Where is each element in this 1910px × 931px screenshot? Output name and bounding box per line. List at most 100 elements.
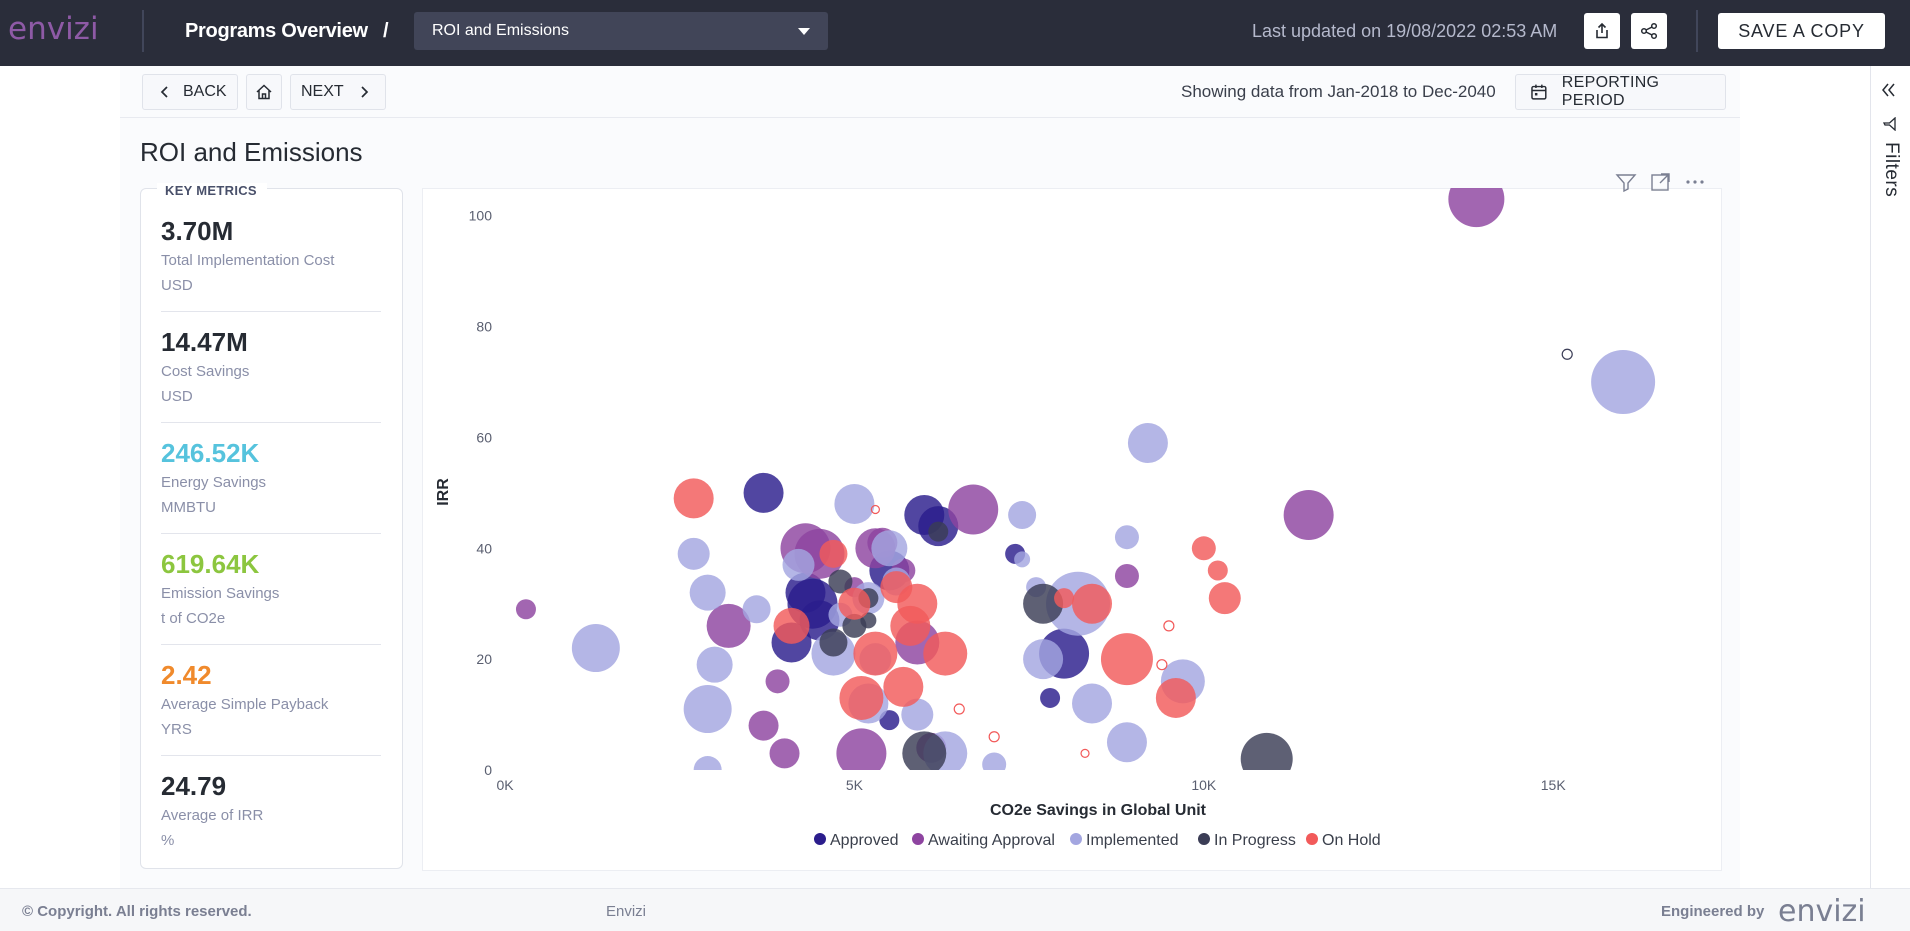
bubble-on-hold[interactable] [883, 666, 924, 707]
bubble-implemented[interactable] [696, 646, 733, 683]
bubble-on-hold[interactable] [819, 539, 848, 568]
bubble-implemented[interactable] [1023, 639, 1064, 680]
metric-label: Average of IRR [161, 807, 264, 824]
chart-legend: Approved Awaiting Approval Implemented In P… [814, 832, 1381, 849]
share-link-button[interactable] [1631, 13, 1667, 49]
bubble-on-hold[interactable] [1080, 748, 1090, 758]
bubble-on-hold[interactable] [1072, 583, 1113, 624]
bubble-on-hold[interactable] [839, 675, 884, 720]
x-tick-label: 0K [496, 777, 514, 793]
bubble-on-hold[interactable] [1163, 620, 1175, 632]
bubble-awaiting-approval[interactable] [1283, 490, 1334, 541]
back-button[interactable]: BACK [142, 74, 238, 110]
y-tick-label: 40 [476, 540, 492, 556]
top-bar: envizi Programs Overview / ROI and Emiss… [0, 0, 1910, 66]
bubble-implemented[interactable] [834, 483, 875, 524]
collapse-double-chevron-icon[interactable] [1881, 83, 1897, 97]
save-copy-button[interactable]: SAVE A COPY [1718, 13, 1885, 49]
legend-label[interactable]: Implemented [1086, 832, 1179, 849]
divider [161, 311, 381, 312]
bubble-implemented[interactable] [1127, 422, 1168, 463]
bubble-approved[interactable] [785, 572, 826, 613]
legend-label[interactable]: In Progress [1214, 832, 1296, 849]
focus-mode-icon[interactable] [1649, 170, 1673, 194]
bubble-on-hold[interactable] [673, 478, 714, 519]
bubble-on-hold[interactable] [1207, 560, 1228, 581]
bubble-awaiting-approval[interactable] [769, 738, 800, 769]
more-options-icon[interactable] [1683, 170, 1707, 194]
filter-icon[interactable] [1883, 117, 1897, 131]
bubble-on-hold[interactable] [890, 605, 931, 646]
share-button[interactable] [1584, 13, 1620, 49]
bubble-approved[interactable] [1040, 687, 1061, 708]
bubble-in-progress[interactable] [1023, 583, 1064, 624]
bubble-in-progress[interactable] [928, 521, 949, 542]
bubble-on-hold[interactable] [1054, 588, 1075, 609]
bubble-implemented[interactable] [1591, 350, 1656, 414]
last-updated-text: Last updated on 19/08/2022 02:53 AM [1252, 21, 1558, 41]
legend-label[interactable]: On Hold [1322, 832, 1381, 849]
bubble-implemented[interactable] [871, 530, 908, 567]
bubble-in-progress[interactable] [828, 569, 853, 594]
bubble-on-hold[interactable] [1155, 677, 1196, 718]
bubble-implemented[interactable] [689, 574, 726, 611]
bubble-on-hold[interactable] [838, 587, 871, 620]
bubble-implemented[interactable] [1008, 501, 1037, 530]
bubble-on-hold[interactable] [773, 607, 810, 644]
envizi-logo[interactable]: envizi [8, 8, 112, 50]
bubble-on-hold[interactable] [853, 631, 898, 676]
filter-icon[interactable] [1614, 170, 1638, 194]
bubble-implemented[interactable] [742, 595, 771, 624]
bubble-implemented[interactable] [901, 698, 934, 731]
metric-total-implementation-cost: 3.70M Total Implementation Cost USD [161, 216, 381, 294]
bubble-awaiting-approval[interactable] [1114, 564, 1139, 588]
bubble-implemented[interactable] [1106, 722, 1147, 763]
report-select[interactable]: ROI and Emissions [414, 12, 828, 50]
bubble-on-hold[interactable] [1100, 633, 1153, 686]
bubble-awaiting-approval[interactable] [765, 669, 790, 694]
bubble-implemented[interactable] [693, 756, 722, 784]
bubble-implemented[interactable] [782, 548, 815, 581]
bubble-approved[interactable] [743, 472, 784, 513]
bubble-in-progress[interactable] [819, 628, 848, 657]
bubble-implemented[interactable] [677, 537, 710, 570]
bubble-implemented[interactable] [982, 752, 1007, 776]
calendar-icon [1531, 84, 1547, 100]
legend-label[interactable]: Approved [830, 832, 899, 849]
filters-label[interactable]: Filters [1881, 142, 1902, 198]
metric-value: 2.42 [161, 660, 212, 690]
bubble-on-hold[interactable] [880, 571, 913, 604]
bubble-implemented[interactable] [571, 624, 620, 673]
bubble-in-progress[interactable] [1561, 348, 1573, 360]
bubble-in-progress[interactable] [902, 731, 947, 775]
metric-value: 619.64K [161, 549, 260, 579]
legend-label[interactable]: Awaiting Approval [928, 832, 1055, 849]
bubble-on-hold[interactable] [870, 504, 880, 515]
bubble-on-hold[interactable] [1208, 582, 1241, 615]
metric-average-irr: 24.79 Average of IRR % [161, 771, 381, 849]
bubble-on-hold[interactable] [988, 731, 1000, 743]
bubble-on-hold[interactable] [923, 631, 968, 676]
bubble-implemented[interactable] [1014, 551, 1031, 568]
bubble-on-hold[interactable] [1156, 659, 1168, 671]
bubble-in-progress[interactable] [1240, 732, 1293, 785]
metric-value: 246.52K [161, 438, 260, 468]
bubble-on-hold[interactable] [1191, 536, 1216, 561]
bubble-awaiting-approval[interactable] [515, 599, 536, 620]
next-button[interactable]: NEXT [290, 74, 386, 110]
bubble-in-progress[interactable] [860, 612, 877, 629]
reporting-period-button[interactable]: REPORTING PERIOD [1515, 74, 1726, 110]
y-tick-label: 60 [476, 429, 492, 445]
bubble-awaiting-approval[interactable] [706, 603, 751, 648]
bubble-awaiting-approval[interactable] [748, 710, 779, 741]
bubble-awaiting-approval[interactable] [948, 484, 999, 535]
bubble-on-hold[interactable] [953, 703, 965, 715]
plot-area [515, 188, 1656, 785]
home-button[interactable] [246, 74, 282, 110]
bubble-awaiting-approval[interactable] [836, 728, 887, 778]
bubble-awaiting-approval[interactable] [1448, 188, 1505, 228]
divider [161, 755, 381, 756]
bubble-implemented[interactable] [683, 685, 732, 734]
bubble-implemented[interactable] [1072, 683, 1113, 724]
bubble-implemented[interactable] [1114, 525, 1139, 550]
